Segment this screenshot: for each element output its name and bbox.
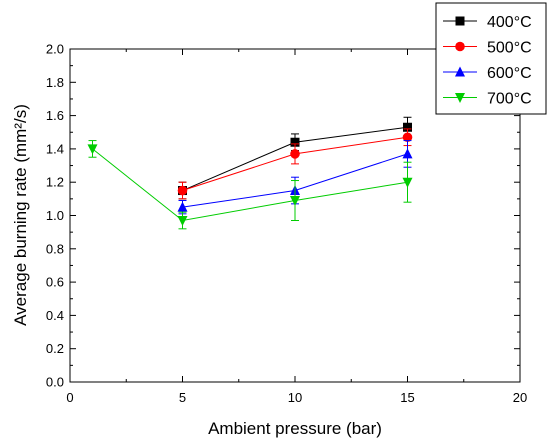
legend-item-400-c: 400°C — [443, 14, 532, 31]
legend-marker — [455, 93, 465, 103]
y-tick-label: 1.6 — [46, 108, 64, 123]
data-point — [177, 215, 188, 226]
y-tick-label: 0.6 — [46, 275, 64, 290]
y-axis-title: Average burning rate (mm²/s) — [11, 104, 30, 326]
series-layer — [87, 116, 413, 230]
data-point — [403, 122, 412, 132]
legend-label: 400°C — [487, 14, 532, 31]
data-point — [177, 185, 188, 196]
y-tick-label: 1.2 — [46, 175, 64, 190]
y-axis: 0.0 0.2 0.4 0.6 0.8 1.0 1.2 1.4 1.6 1.8 2.0 — [46, 42, 520, 390]
y-tick-label: 2.0 — [46, 42, 64, 57]
y-tick-label: 0.2 — [46, 341, 64, 356]
legend-marker — [455, 66, 465, 77]
y-tick-label: 1.4 — [46, 141, 64, 156]
x-tick-label: 10 — [288, 390, 302, 405]
legend-item-700-c: 700°C — [443, 91, 532, 108]
y-tick-label: 1.0 — [46, 208, 64, 223]
legend-label: 600°C — [487, 65, 532, 82]
data-point — [87, 144, 98, 155]
data-point — [402, 177, 413, 188]
y-tick-label: 0.8 — [46, 241, 64, 256]
data-point — [290, 149, 300, 159]
y-tick-label: 0.0 — [46, 375, 64, 390]
data-point — [290, 196, 300, 207]
series-line — [92, 148, 408, 222]
data-point — [402, 132, 413, 143]
legend: 400°C 500°C 600°C 700°C — [435, 2, 547, 115]
data-point — [402, 148, 413, 159]
y-tick-label: 1.8 — [46, 75, 64, 90]
data-point — [177, 201, 188, 212]
x-tick-label: 15 — [400, 390, 414, 405]
legend-item-500-c: 500°C — [443, 40, 532, 57]
x-tick-label: 20 — [513, 390, 527, 405]
legend-label: 500°C — [487, 40, 532, 57]
y-tick-label: 0.4 — [46, 308, 64, 323]
series-500-c — [177, 128, 413, 200]
x-tick-label: 0 — [66, 390, 73, 405]
x-tick-label: 5 — [179, 390, 186, 405]
x-axis-title: Ambient pressure (bar) — [208, 419, 382, 438]
legend-item-600-c: 600°C — [443, 65, 532, 82]
series-700-c — [87, 140, 413, 230]
legend-label: 700°C — [487, 91, 532, 108]
data-point — [290, 137, 300, 147]
legend-marker — [455, 41, 465, 52]
legend-marker — [455, 16, 465, 26]
